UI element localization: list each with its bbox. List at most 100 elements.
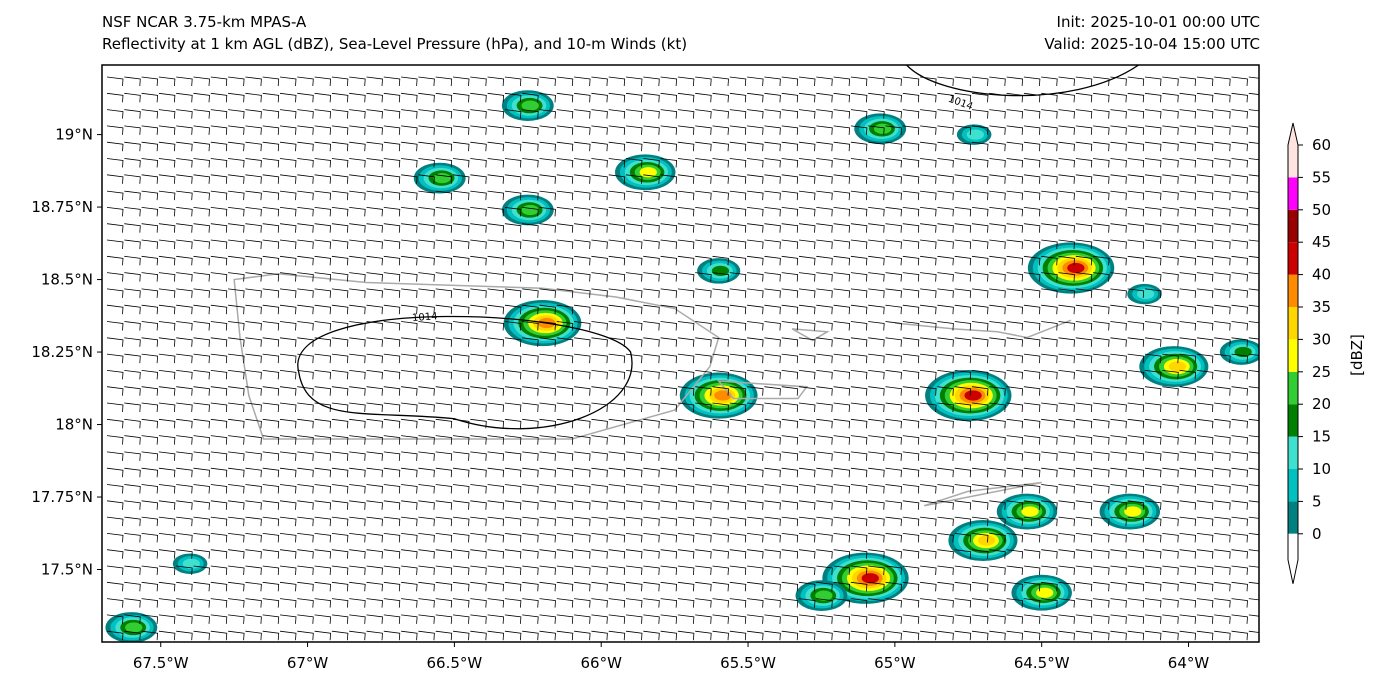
wind-barb (764, 255, 781, 266)
wind-barb (487, 516, 505, 527)
wind-barb (747, 500, 764, 510)
wind-barb (954, 272, 972, 282)
wind-barb (677, 174, 695, 184)
wind-barb (470, 386, 487, 396)
wind-barb (695, 321, 712, 331)
wind-barb (781, 223, 799, 233)
wind-barb (798, 158, 816, 168)
wind-barb (1093, 386, 1110, 396)
wind-barb (954, 516, 972, 527)
wind-barb (1041, 565, 1058, 576)
wind-barb (1127, 630, 1145, 641)
wind-barb (764, 630, 781, 641)
wind-barb (1110, 435, 1127, 445)
wind-barb (262, 158, 280, 168)
wind-barb (764, 321, 781, 331)
wind-barb (435, 92, 453, 103)
wind-barb (539, 418, 556, 429)
wind-barb (625, 451, 643, 461)
wind-barb (798, 484, 816, 494)
wind-barb (401, 370, 418, 380)
wind-barb (504, 141, 522, 152)
wind-barb (1006, 549, 1024, 559)
wind-barb (1196, 500, 1214, 510)
wind-barb (1231, 370, 1248, 380)
wind-barb (401, 190, 418, 201)
wind-barb (1248, 581, 1259, 584)
wind-barb (608, 451, 626, 461)
wind-barb (435, 255, 453, 266)
wind-barb (1127, 549, 1145, 559)
wind-barb (1162, 239, 1179, 250)
wind-barb (729, 255, 747, 266)
wind-barb (228, 630, 245, 641)
wind-barb (262, 435, 280, 445)
wind-barb (971, 353, 989, 364)
wind-barb (470, 174, 487, 184)
wind-barb (833, 92, 851, 103)
map-background (102, 65, 1259, 642)
wind-barb (452, 76, 470, 87)
wind-barb (297, 109, 314, 119)
wind-barb (660, 533, 678, 543)
wind-barb (833, 337, 851, 347)
wind-barb (141, 321, 159, 331)
wind-barb (1110, 533, 1127, 543)
wind-barb (245, 467, 262, 478)
wind-barb (1110, 190, 1127, 201)
wind-barb (487, 76, 505, 87)
wind-barb (660, 92, 678, 103)
wind-barb (920, 190, 937, 201)
wind-barb (885, 500, 902, 510)
wind-barb (297, 190, 314, 201)
wind-barb (124, 337, 141, 347)
wind-barb (331, 239, 349, 250)
wind-barb (1058, 125, 1075, 135)
wind-barb (885, 370, 902, 380)
wind-barb (971, 321, 989, 331)
wind-barb (608, 484, 626, 494)
wind-barb (1023, 272, 1041, 282)
wind-barb (366, 304, 383, 315)
wind-barb (418, 158, 435, 168)
wind-barb (1144, 533, 1162, 543)
wind-barb (1093, 435, 1110, 445)
wind-barb (989, 516, 1006, 527)
wind-barb (574, 321, 591, 331)
wind-barb (643, 255, 660, 266)
wind-barb (1248, 549, 1259, 552)
wind-barb (228, 435, 245, 445)
wind-barb (297, 549, 314, 559)
wind-barb (401, 467, 418, 478)
wind-barb (331, 581, 349, 592)
wind-barb (435, 533, 453, 543)
wind-barb (574, 223, 591, 233)
wind-barb (1110, 255, 1127, 266)
wind-barb (660, 125, 678, 135)
wind-barb (158, 353, 176, 364)
wind-barb (1248, 223, 1259, 226)
wind-barb (1006, 581, 1024, 592)
wind-barb (989, 565, 1006, 576)
wind-barb (920, 418, 937, 429)
wind-barb (954, 418, 972, 429)
wind-barb (798, 614, 816, 624)
wind-barb (833, 239, 851, 250)
wind-barb (660, 370, 678, 380)
wind-barb (954, 337, 972, 347)
wind-barb (418, 500, 435, 510)
wind-barb (106, 92, 124, 103)
wind-barb (158, 141, 176, 152)
wind-barb (245, 418, 262, 429)
wind-barb (1179, 190, 1197, 201)
wind-barb (522, 614, 539, 624)
wind-barb (470, 190, 487, 201)
wind-barb (297, 565, 314, 576)
wind-barb (798, 321, 816, 331)
wind-barb (850, 581, 868, 592)
wind-barb (539, 598, 556, 608)
wind-barb (1179, 174, 1197, 184)
wind-barb (487, 353, 505, 364)
wind-barb (625, 370, 643, 380)
wind-barb (1179, 418, 1197, 429)
